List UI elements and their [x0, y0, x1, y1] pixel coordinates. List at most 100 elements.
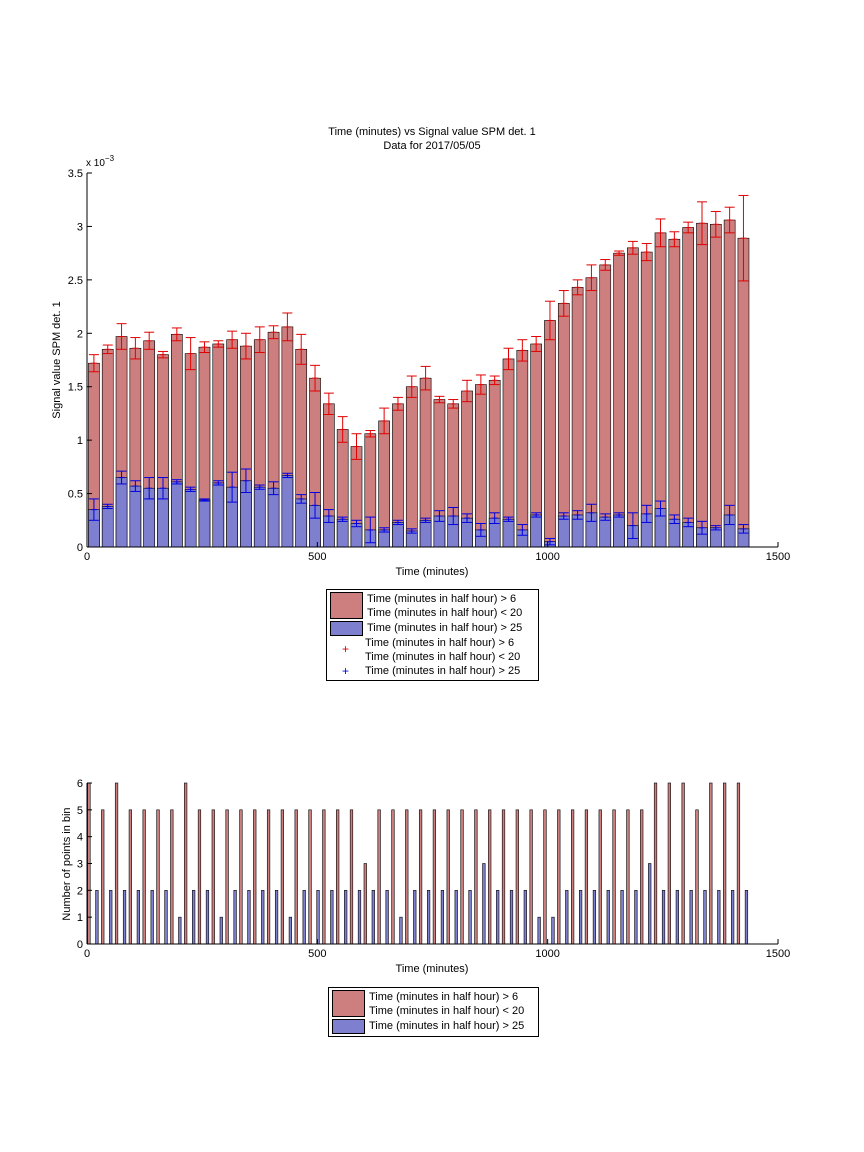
bar-red — [475, 384, 487, 548]
chart-1: Time (minutes) vs Signal value SPM det. … — [51, 126, 790, 578]
bar-red — [391, 809, 395, 945]
bar-blue — [599, 516, 612, 548]
bar-blue — [267, 487, 280, 548]
bar-red — [336, 809, 340, 945]
chart-2-legend: Time (minutes in half hour) > 6 Time (mi… — [328, 987, 539, 1037]
bar-red — [736, 782, 741, 945]
chart-2: 0 500 1000 1500 0 1 2 3 4 5 6 Time (minutes) Numbe… — [61, 778, 790, 975]
y-tick-label: 0 — [77, 542, 83, 554]
bar-red — [696, 222, 708, 548]
bar-blue — [136, 890, 140, 945]
chart-1-title: Time (minutes) vs Signal value SPM det. … — [328, 126, 535, 138]
bar-blue — [281, 475, 294, 548]
y-tick-label: 2 — [77, 328, 83, 340]
legend-label: Time (minutes in half hour) > 25 — [367, 621, 523, 634]
bar-blue — [468, 890, 472, 945]
bar-red — [613, 252, 625, 548]
bar-blue — [219, 916, 223, 945]
bar-blue — [392, 522, 404, 548]
bar-red — [737, 237, 750, 548]
bar-red — [598, 809, 602, 945]
bar-red — [488, 809, 492, 945]
bar-red — [322, 809, 326, 945]
legend-swatch-red — [332, 990, 365, 1017]
y-tick-label: 4 — [77, 832, 83, 844]
bar-red — [682, 227, 694, 548]
bar-red — [184, 782, 188, 945]
bar-red — [723, 782, 727, 945]
bar-blue — [689, 890, 693, 945]
bar-blue — [178, 916, 182, 945]
legend-label: Time (minutes in half hour) > 6 Time (mi… — [367, 593, 523, 620]
bar-red — [197, 809, 202, 945]
bar-blue — [212, 482, 225, 548]
bar-red — [239, 809, 243, 945]
bar-red — [128, 809, 132, 945]
bar-blue — [419, 519, 432, 548]
bar-blue — [709, 527, 722, 548]
bar-blue — [440, 890, 445, 945]
x-tick-label: 500 — [308, 948, 326, 960]
bar-red — [349, 809, 354, 945]
plus-marker-icon: + — [341, 642, 349, 657]
bar-red — [612, 809, 616, 945]
bar-red — [599, 264, 612, 548]
chart-1-exponent: x 10−3 — [86, 154, 115, 169]
bar-blue — [295, 498, 308, 548]
bar-blue — [426, 890, 431, 945]
bar-blue — [288, 916, 292, 945]
bar-red — [543, 809, 547, 945]
bar-red — [584, 809, 589, 945]
bar-red — [571, 287, 584, 548]
bar-blue — [661, 890, 666, 945]
bar-red — [515, 809, 519, 945]
bar-red — [529, 809, 533, 945]
y-tick-label: 0.5 — [68, 489, 83, 501]
bar-blue — [274, 890, 279, 945]
bar-red — [101, 809, 105, 945]
bar-red — [709, 223, 722, 548]
bar-red — [695, 809, 699, 945]
bar-red — [308, 809, 312, 945]
bar-red — [170, 809, 174, 945]
legend-swatch-blue — [332, 1018, 365, 1034]
bar-red — [142, 809, 146, 945]
bar-blue — [606, 890, 610, 945]
x-tick-label: 1500 — [766, 948, 790, 960]
bar-blue — [344, 890, 348, 945]
y-tick-label: 3 — [77, 859, 83, 871]
bar-blue — [592, 890, 597, 945]
y-tick-label: 2.5 — [68, 275, 83, 287]
legend-label: Time (minutes in half hour) > 6 Time (mi… — [365, 636, 521, 663]
bar-blue — [192, 890, 196, 945]
y-tick-label: 5 — [77, 805, 83, 817]
bar-blue — [565, 890, 569, 945]
bar-blue — [557, 515, 570, 548]
x-tick-label: 1000 — [535, 948, 559, 960]
bar-blue — [571, 514, 584, 548]
x-tick-label: 0 — [84, 551, 90, 563]
bar-red — [681, 782, 685, 945]
legend-label: Time (minutes in half hour) > 6 Time (mi… — [369, 991, 525, 1018]
y-tick-label: 0 — [77, 939, 83, 951]
bar-blue — [413, 890, 417, 945]
bar-blue — [530, 514, 542, 548]
bar-blue — [233, 890, 237, 945]
bar-blue — [551, 916, 555, 945]
bar-blue — [502, 518, 515, 548]
bar-blue — [537, 916, 541, 945]
chart-2-plot-area — [87, 783, 778, 944]
x-tick-label: 1000 — [535, 551, 559, 563]
bar-red — [418, 809, 423, 945]
bar-red — [266, 809, 271, 945]
bar-red — [571, 809, 575, 945]
chart-1-y-label: Signal value SPM det. 1 — [51, 301, 63, 418]
plus-marker-icon: + — [341, 664, 349, 679]
bar-red — [432, 809, 437, 945]
y-tick-label: 3 — [77, 221, 83, 233]
bar-blue — [336, 518, 349, 548]
bar-red — [668, 238, 681, 548]
bar-red — [363, 863, 367, 945]
legend-label: Time (minutes in half hour) > 25 — [369, 1019, 525, 1032]
bar-blue — [613, 514, 625, 548]
